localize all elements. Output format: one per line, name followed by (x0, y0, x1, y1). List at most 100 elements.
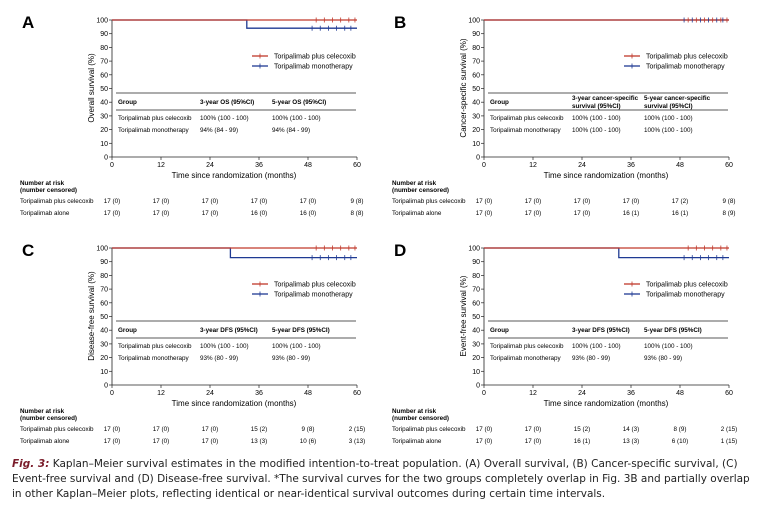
table-cell: Toripalimab plus celecoxib (490, 343, 564, 350)
y-tick-label: 10 (100, 369, 108, 376)
y-tick-label: 50 (100, 86, 108, 93)
risk-value: 17 (0) (574, 198, 590, 205)
risk-row-label: Toripalimab alone (20, 438, 70, 445)
y-tick-label: 20 (100, 355, 108, 362)
table-header-cell: survival (95%CI) (644, 103, 693, 110)
x-tick-label: 48 (676, 390, 684, 397)
x-axis-label: Time since randomization (months) (172, 399, 297, 408)
table-cell: Toripalimab plus celecoxib (490, 115, 564, 122)
risk-value: 14 (3) (623, 426, 639, 433)
table-cell: Toripalimab plus celecoxib (118, 343, 192, 350)
risk-value: 17 (0) (202, 438, 218, 445)
risk-subtitle: (number censored) (20, 415, 77, 422)
risk-value: 3 (13) (349, 438, 365, 445)
x-tick-label: 0 (110, 162, 114, 169)
km-chart-d: D 0 10 20 30 40 50 60 70 80 90 100 0 12 24 36 48 60 Time s… (392, 241, 737, 445)
x-tick-label: 12 (529, 162, 537, 169)
x-tick-label: 48 (304, 162, 312, 169)
risk-value: 17 (0) (476, 198, 492, 205)
risk-value: 13 (3) (251, 438, 267, 445)
legend-label-combination: Toripalimab plus celecoxib (274, 282, 356, 289)
risk-subtitle: (number censored) (20, 187, 77, 194)
table-cell: Toripalimab monotherapy (118, 355, 190, 362)
risk-value: 17 (0) (153, 210, 169, 217)
risk-row-label: Toripalimab plus celecoxib (392, 426, 466, 433)
table-header-cell: 5-year OS (95%CI) (272, 99, 326, 106)
risk-value: 9 (8) (723, 198, 736, 205)
risk-value: 17 (0) (202, 198, 218, 205)
risk-value: 8 (9) (723, 210, 736, 217)
km-panel-a: A 0 10 20 30 40 50 60 70 80 90 100 0 12 24 36 48 60 Time s… (0, 0, 382, 228)
x-tick-label: 60 (353, 162, 361, 169)
table-cell: Toripalimab plus celecoxib (118, 115, 192, 122)
y-tick-label: 90 (100, 259, 108, 266)
table-header-cell: Group (118, 99, 137, 106)
x-tick-label: 36 (255, 162, 263, 169)
table-cell: 93% (80 - 99) (272, 355, 310, 362)
risk-value: 17 (2) (672, 198, 688, 205)
panel-letter-b: B (394, 13, 406, 32)
table-header-cell: 3-year OS (95%CI) (200, 99, 254, 106)
y-tick-label: 70 (100, 287, 108, 294)
table-header-cell: 5-year cancer-specific (644, 95, 711, 102)
table-cell: Toripalimab monotherapy (490, 127, 562, 134)
table-cell: 100% (100 - 100) (644, 343, 693, 350)
y-tick-label: 100 (468, 18, 480, 25)
table-cell: Toripalimab monotherapy (118, 127, 190, 134)
risk-value: 6 (10) (672, 438, 688, 445)
km-chart-a: A 0 10 20 30 40 50 60 70 80 90 100 0 12 24 36 48 60 Time s… (20, 13, 363, 217)
y-tick-label: 80 (472, 273, 480, 280)
table-header-cell: 5-year DFS (95%CI) (272, 327, 330, 334)
y-tick-label: 0 (104, 155, 108, 162)
x-axis-label: Time since randomization (months) (544, 171, 669, 180)
y-tick-label: 100 (96, 18, 108, 25)
y-tick-label: 70 (472, 287, 480, 294)
risk-row-label: Toripalimab plus celecoxib (20, 198, 94, 205)
table-header-cell: survival (95%CI) (572, 103, 621, 110)
y-tick-label: 30 (100, 113, 108, 120)
panel-letter-c: C (22, 241, 34, 260)
risk-value: 9 (8) (302, 426, 315, 433)
table-cell: 94% (84 - 99) (200, 127, 238, 134)
table-header-cell: Group (490, 327, 509, 334)
risk-value: 16 (0) (251, 210, 267, 217)
risk-value: 17 (0) (525, 198, 541, 205)
table-cell: 100% (100 - 100) (272, 115, 321, 122)
x-tick-label: 36 (627, 390, 635, 397)
risk-value: 15 (2) (251, 426, 267, 433)
table-header-cell: 3-year DFS (95%CI) (200, 327, 258, 334)
km-panel-c: C 0 10 20 30 40 50 60 70 80 90 100 0 12 24 36 48 60 Time s… (0, 228, 382, 456)
y-tick-label: 0 (104, 383, 108, 390)
table-header-cell: Group (118, 327, 137, 334)
y-axis-label: Disease-free survival (%) (87, 271, 96, 361)
risk-row-label: Toripalimab alone (392, 210, 442, 217)
table-cell: 93% (80 - 99) (200, 355, 238, 362)
risk-value: 17 (0) (525, 210, 541, 217)
y-tick-label: 60 (100, 72, 108, 79)
x-tick-label: 60 (725, 162, 733, 169)
table-cell: 100% (100 - 100) (200, 343, 249, 350)
y-axis-label: Overall survival (%) (87, 53, 96, 123)
risk-value: 17 (0) (104, 198, 120, 205)
risk-title: Number at risk (392, 180, 437, 187)
x-tick-label: 60 (353, 390, 361, 397)
y-tick-label: 40 (100, 328, 108, 335)
table-cell: 100% (100 - 100) (572, 115, 621, 122)
y-tick-label: 80 (100, 45, 108, 52)
y-tick-label: 60 (472, 300, 480, 307)
table-cell: 94% (84 - 99) (272, 127, 310, 134)
table-cell: 100% (100 - 100) (200, 115, 249, 122)
x-tick-label: 36 (627, 162, 635, 169)
risk-value: 17 (0) (623, 198, 639, 205)
y-tick-label: 40 (472, 100, 480, 107)
risk-row-label: Toripalimab plus celecoxib (392, 198, 466, 205)
risk-value: 1 (15) (721, 438, 737, 445)
y-tick-label: 80 (472, 45, 480, 52)
y-tick-label: 10 (472, 369, 480, 376)
risk-value: 17 (0) (202, 210, 218, 217)
y-tick-label: 50 (472, 86, 480, 93)
risk-value: 17 (0) (104, 426, 120, 433)
km-panel-b: B 0 10 20 30 40 50 60 70 80 90 100 0 12 24 36 48 60 Time s… (372, 0, 754, 228)
risk-value: 17 (0) (476, 438, 492, 445)
x-tick-label: 0 (110, 390, 114, 397)
